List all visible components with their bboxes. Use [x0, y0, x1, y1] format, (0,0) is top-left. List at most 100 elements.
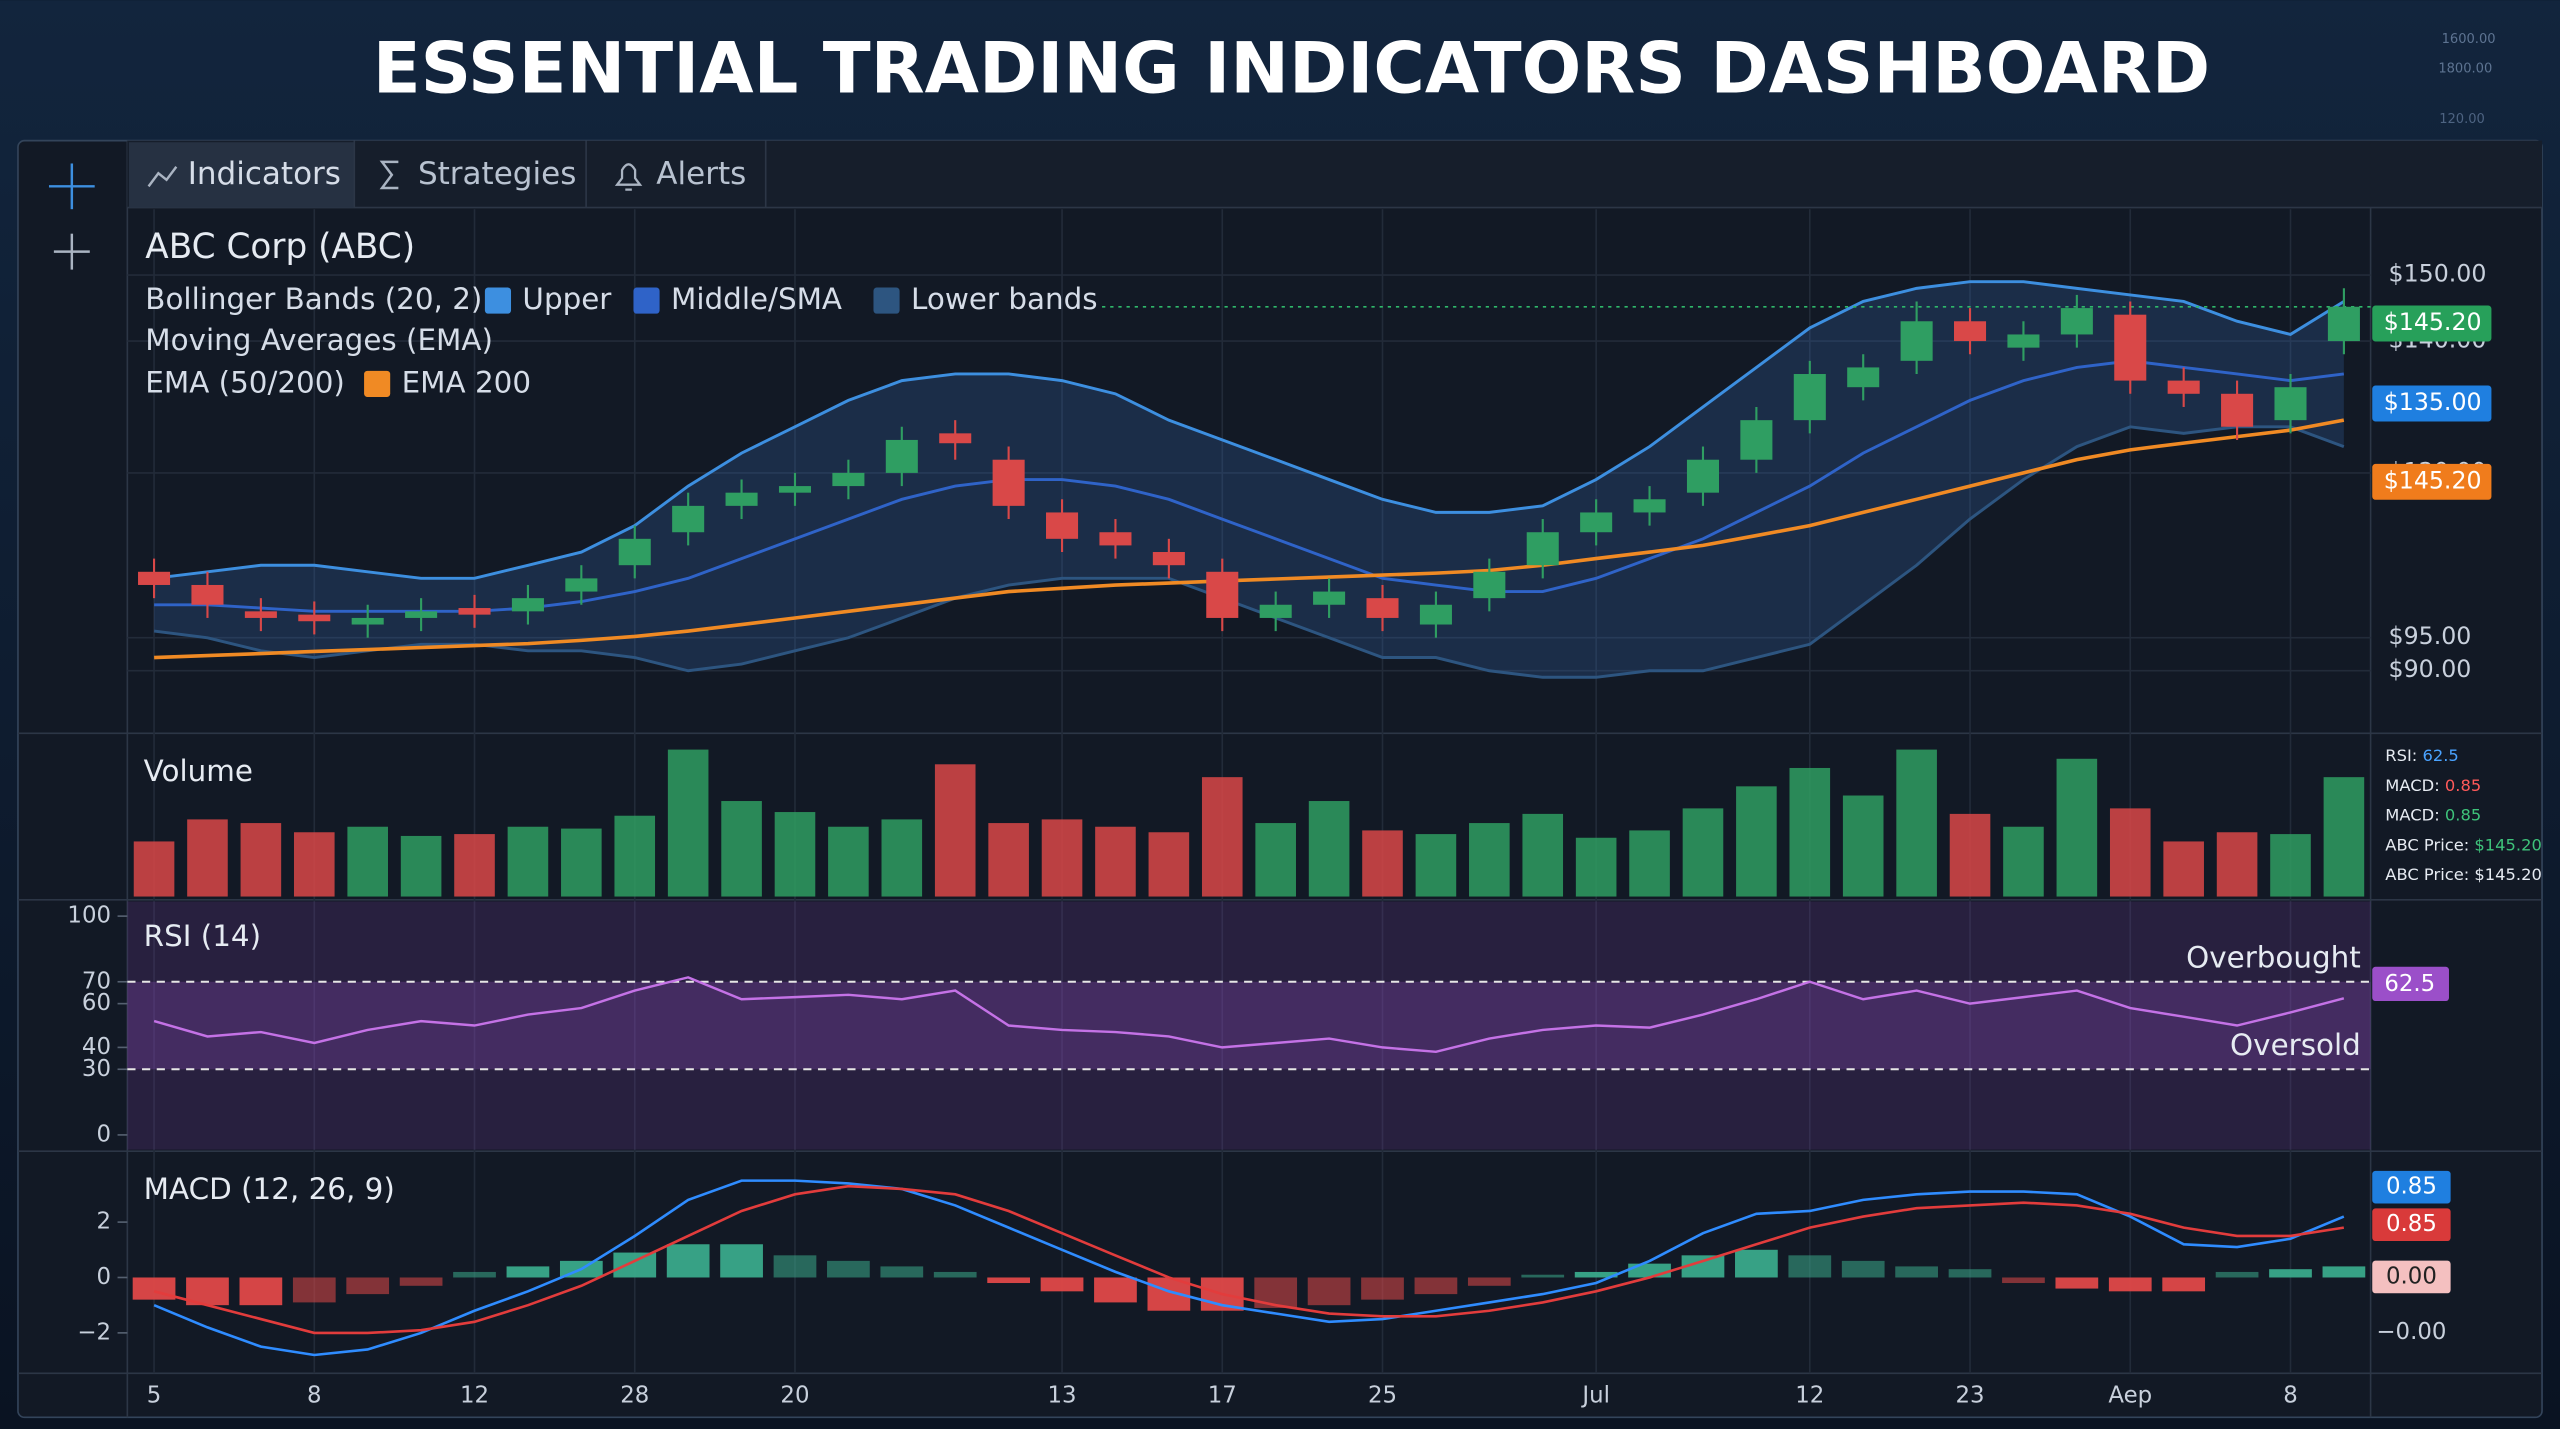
- histogram-bar: [2322, 1266, 2366, 1278]
- volume-bar: [507, 826, 549, 897]
- tab-label[interactable]: Alerts: [656, 156, 746, 192]
- candle-body: [1099, 532, 1132, 546]
- candle-body: [672, 505, 705, 533]
- histogram-bar: [1628, 1263, 1671, 1278]
- candle-body: [2114, 314, 2147, 381]
- y-tick-label: 2: [96, 1209, 111, 1235]
- value-tag-label: 0.85: [2386, 1174, 2437, 1200]
- panel-separators: [17, 207, 2543, 1418]
- candle-body: [2274, 387, 2307, 421]
- volume-bar: [774, 812, 816, 897]
- tab-label[interactable]: Strategies: [418, 156, 576, 192]
- histogram-bar: [933, 1271, 977, 1278]
- x-tick-label: 8: [2283, 1383, 2298, 1409]
- legend-label: Lower bands: [911, 282, 1098, 316]
- histogram-bar: [1574, 1271, 1618, 1278]
- candle-body: [1633, 499, 1666, 513]
- histogram-bar: [987, 1277, 1030, 1284]
- x-tick-label: 17: [1208, 1383, 1237, 1409]
- histogram-bar: [2055, 1277, 2099, 1289]
- candle-body: [191, 584, 224, 605]
- info-line: ABC Price: $145.20: [2385, 835, 2542, 854]
- volume-bar: [1469, 823, 1510, 897]
- volume-bar: [187, 819, 228, 897]
- y-tick-label: $90.00: [2389, 655, 2472, 683]
- tab-label[interactable]: Indicators: [188, 156, 341, 192]
- value-tag-label: −0.00: [2376, 1319, 2446, 1345]
- price-tag: [2372, 463, 2492, 500]
- value-tag: [2372, 1260, 2451, 1294]
- histogram-bar: [346, 1277, 390, 1295]
- indicators-icon: [147, 166, 178, 188]
- x-tick-label: 20: [780, 1383, 809, 1409]
- value-tag-label: 62.5: [2384, 971, 2435, 997]
- volume-bar: [1415, 834, 1457, 897]
- y-tick-label: 40: [82, 1034, 111, 1060]
- x-tick-label: 5: [147, 1383, 162, 1409]
- volume-bar: [1255, 823, 1296, 897]
- candle-body: [138, 571, 171, 585]
- candle-body: [1580, 512, 1613, 533]
- info-value: $145.20: [2474, 835, 2541, 854]
- candle-body: [298, 614, 331, 622]
- histogram-bar: [827, 1260, 870, 1278]
- price-tag-label: $145.20: [2384, 308, 2482, 336]
- x-tick-label: 12: [1795, 1383, 1824, 1409]
- y-tick-label: 70: [82, 968, 111, 994]
- volume-bar: [1789, 767, 1831, 897]
- candle-body: [2327, 306, 2360, 342]
- value-tag-label: 0.85: [2386, 1211, 2437, 1237]
- candle-body: [1419, 604, 1452, 625]
- x-tick-label: 12: [460, 1383, 489, 1409]
- volume-bar: [240, 823, 282, 897]
- add-tool[interactable]: [53, 233, 90, 270]
- x-tick-label: 13: [1048, 1383, 1077, 1409]
- volume-bar: [988, 823, 1029, 897]
- active-tab-bg: [128, 142, 355, 208]
- volume-bar: [2109, 808, 2151, 897]
- info-value: 0.85: [2445, 805, 2481, 824]
- candle-body: [1900, 321, 1933, 361]
- histogram-bar: [1361, 1277, 1404, 1300]
- candle-body: [1740, 420, 1773, 460]
- histogram-bar: [1467, 1277, 1511, 1286]
- legend-swatch: [484, 287, 512, 314]
- candle-body: [565, 578, 598, 592]
- volume-bar: [1736, 786, 1777, 897]
- volume-bar: [934, 764, 976, 897]
- histogram-bar: [1521, 1274, 1565, 1278]
- histogram-bar: [239, 1277, 283, 1306]
- candle-body: [1313, 591, 1346, 605]
- volume-bar: [667, 749, 709, 897]
- histogram-bar: [1841, 1260, 1885, 1278]
- candle-body: [939, 433, 972, 444]
- crosshair-tool[interactable]: [48, 163, 95, 210]
- histogram-bar: [1414, 1277, 1458, 1295]
- threshold-label: Overbought: [2186, 940, 2361, 974]
- volume-bar: [1629, 830, 1670, 897]
- histogram-bar: [292, 1277, 336, 1303]
- histogram-bar: [1307, 1277, 1351, 1306]
- volume-bar: [133, 841, 175, 897]
- volume-bar: [1682, 808, 1724, 897]
- volume-bar: [1148, 832, 1190, 897]
- background-label: 1800.00: [2438, 61, 2492, 76]
- histogram-bar: [506, 1266, 550, 1278]
- y-tick-label: 0: [96, 1264, 111, 1290]
- candle-body: [1793, 374, 1826, 421]
- volume-bar: [561, 828, 602, 897]
- volume-bar: [1896, 749, 1937, 897]
- volume-bar: [2323, 777, 2365, 897]
- volume-bar: [2003, 826, 2044, 897]
- info-line: MACD: 0.85: [2385, 805, 2481, 824]
- rsi-zone: [127, 981, 2371, 1070]
- candle-body: [511, 598, 544, 612]
- indicator-line: [154, 418, 2345, 660]
- histogram-bar: [1788, 1255, 1832, 1278]
- y-tick-label: 60: [82, 990, 111, 1016]
- legend-swatch: [633, 287, 660, 314]
- info-label: ABC Price:: [2385, 835, 2469, 854]
- legend-swatch: [873, 287, 900, 314]
- background-label: 1600.00: [2442, 32, 2496, 47]
